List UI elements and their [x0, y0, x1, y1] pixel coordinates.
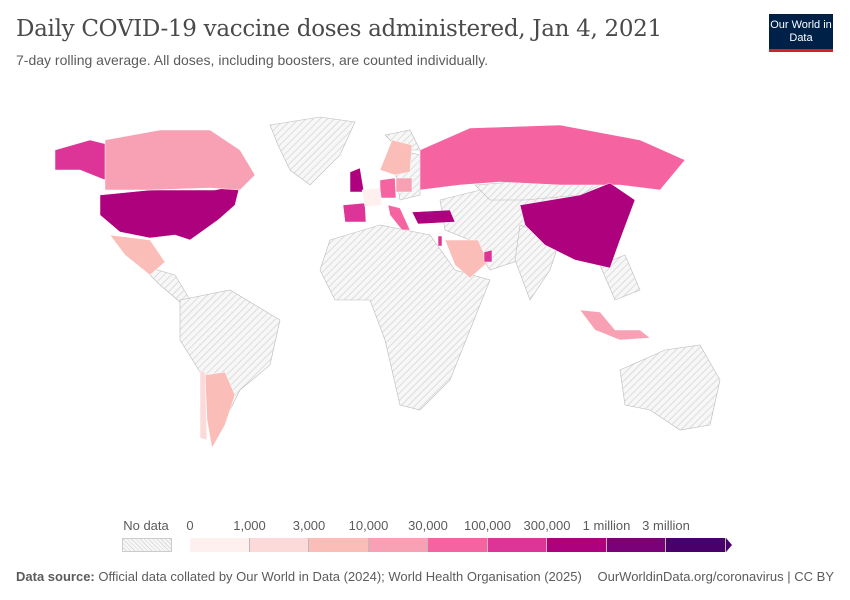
map-legend: No data 0 1,000 3,000 10,000 30,000 100,000 30…	[0, 510, 850, 555]
legend-no-data-label: No data	[123, 518, 169, 533]
footer-link[interactable]: OurWorldinData.org/coronavirus | CC BY	[597, 569, 834, 584]
country-russia[interactable]	[419, 124, 686, 191]
legend-tick-label: 300,000	[523, 518, 571, 533]
legend-tick-label: 0	[186, 518, 194, 533]
legend-bin	[190, 538, 250, 552]
country-indonesia[interactable]	[579, 309, 651, 341]
data-source: Data source: Official data collated by O…	[16, 569, 582, 584]
country-italy[interactable]	[387, 204, 411, 231]
legend-bin	[249, 538, 309, 552]
legend-tick-label: 100,000	[464, 518, 511, 533]
logo-text: Our World in Data	[770, 19, 832, 44]
country-turkey[interactable]	[411, 209, 456, 225]
legend-bin	[368, 538, 428, 552]
owid-logo[interactable]: Our World in Data	[769, 14, 833, 52]
country-argentina[interactable]	[204, 371, 236, 449]
country-mexico[interactable]	[109, 234, 166, 276]
legend-tick-label: 10,000	[348, 518, 389, 533]
greenland	[269, 116, 356, 186]
legend-bin	[606, 538, 666, 552]
source-text: Official data collated by Our World in D…	[98, 569, 582, 584]
legend-tick-label: 3 million	[642, 518, 690, 533]
country-alaska[interactable]	[54, 139, 111, 181]
country-china[interactable]	[519, 182, 636, 269]
legend-tick-label: 30,000	[408, 518, 448, 533]
legend-bin	[487, 538, 547, 552]
country-canada[interactable]	[104, 129, 256, 191]
africa	[319, 224, 491, 411]
country-united-states[interactable]	[99, 184, 241, 241]
chart-title: Daily COVID-19 vaccine doses administere…	[16, 16, 662, 42]
legend-bin	[428, 538, 488, 552]
legend-bin	[547, 538, 607, 552]
country-nordics[interactable]	[379, 139, 413, 176]
country-chile[interactable]	[199, 369, 208, 441]
australia	[619, 344, 721, 431]
country-germany[interactable]	[379, 177, 397, 199]
legend-tick-label: 3,000	[292, 518, 326, 533]
chart-subtitle: 7-day rolling average. All doses, includ…	[16, 52, 489, 68]
source-label: Data source:	[16, 569, 95, 584]
legend-bin	[309, 538, 369, 552]
legend-tick-label: 1 million	[582, 518, 631, 533]
legend-tick-label: 1,000	[233, 518, 266, 533]
legend-no-data-swatch	[122, 538, 172, 552]
south-america	[179, 289, 281, 441]
country-france[interactable]	[361, 187, 383, 208]
legend-bin	[666, 538, 726, 552]
country-saudi-arabia[interactable]	[444, 239, 489, 279]
legend-arrow	[725, 538, 732, 552]
country-uae[interactable]	[483, 249, 493, 263]
world-map	[54, 116, 721, 449]
country-united-kingdom[interactable]	[349, 167, 365, 193]
country-poland[interactable]	[395, 177, 413, 193]
country-israel[interactable]	[437, 235, 443, 247]
country-spain[interactable]	[342, 202, 367, 223]
